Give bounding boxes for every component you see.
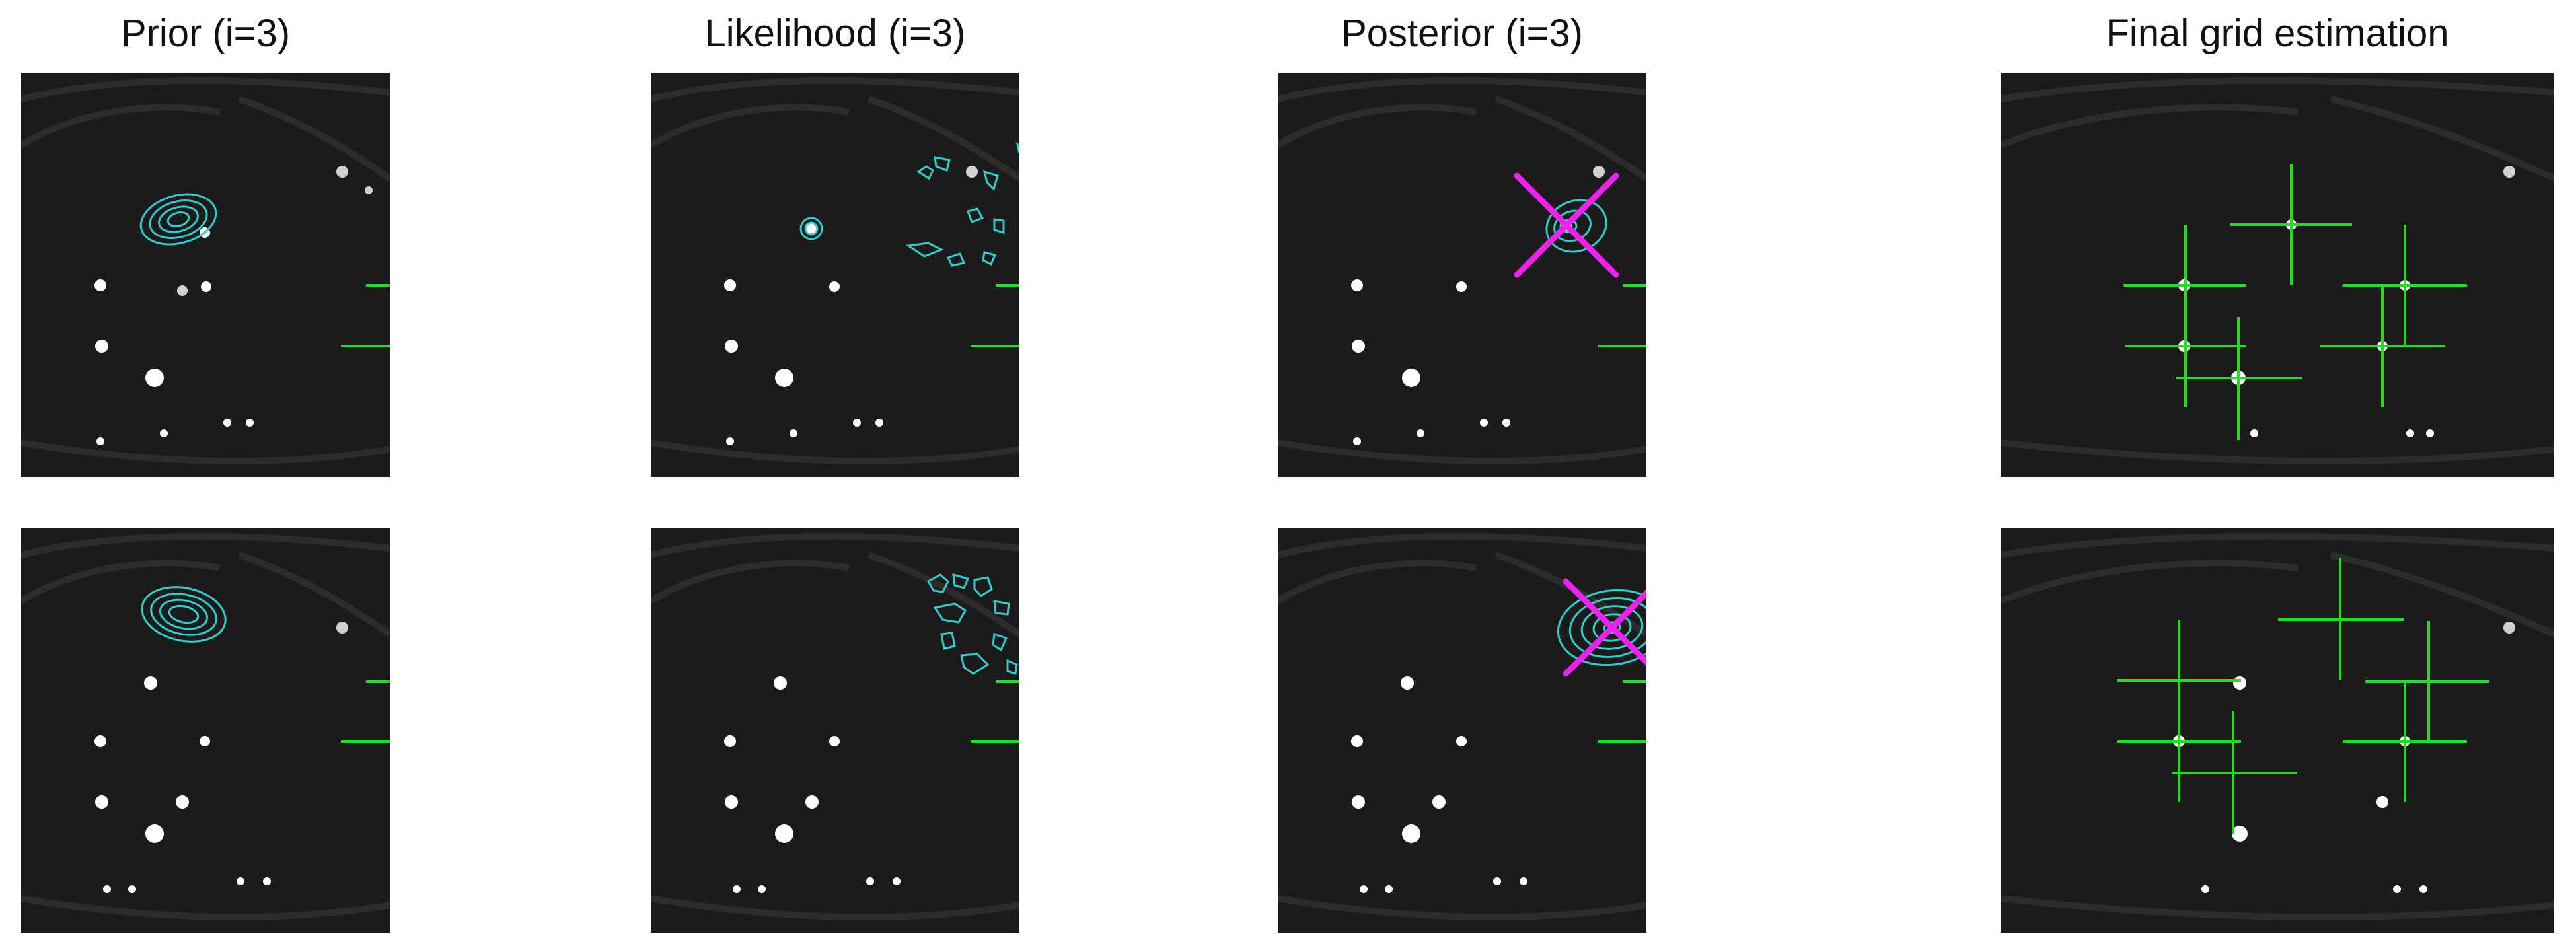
panel-likelihood-bottom — [651, 528, 1019, 933]
title-likelihood: Likelihood (i=3) — [704, 12, 966, 55]
retinal-image — [21, 73, 390, 477]
posterior-x — [1514, 172, 1619, 278]
bright-spots — [724, 166, 978, 445]
bright-spots — [94, 166, 373, 445]
grid-crosses — [1598, 284, 1646, 347]
title-posterior: Posterior (i=3) — [1341, 12, 1583, 55]
grid-crosses — [971, 680, 1019, 743]
grid-crosses — [971, 284, 1019, 347]
panel-posterior-bottom — [1278, 528, 1646, 933]
retinal-image — [651, 73, 1019, 477]
retinal-image — [21, 528, 390, 933]
grid-crosses — [2117, 558, 2489, 834]
panel-prior-bottom — [21, 528, 390, 933]
bright-spots — [1351, 676, 1527, 893]
panel-final-bottom — [2001, 528, 2554, 933]
grid-crosses — [1598, 680, 1646, 743]
grid-crosses — [2123, 164, 2467, 440]
panel-final-top — [2001, 73, 2554, 477]
retinal-image — [651, 528, 1019, 933]
bright-spots — [1351, 166, 1605, 445]
retinal-image — [2001, 73, 2554, 477]
gaussian-contours — [139, 193, 217, 246]
panel-posterior-top — [1278, 73, 1646, 477]
bright-spots — [94, 622, 348, 893]
bright-spots — [724, 676, 901, 893]
grid-crosses — [341, 284, 390, 347]
title-prior: Prior (i=3) — [120, 12, 291, 55]
retinal-image — [2001, 528, 2554, 933]
gaussian-contours — [1557, 589, 1646, 667]
panel-prior-top — [21, 73, 390, 477]
title-final: Final grid estimation — [2106, 12, 2449, 55]
retinal-image — [1278, 73, 1646, 477]
retinal-image — [1278, 528, 1646, 933]
panel-likelihood-top — [651, 73, 1019, 477]
likelihood-contours — [926, 573, 1018, 675]
likelihood-contours — [799, 141, 1019, 267]
grid-crosses — [341, 680, 390, 743]
posterior-x — [1563, 578, 1646, 677]
gaussian-contours — [141, 586, 227, 643]
